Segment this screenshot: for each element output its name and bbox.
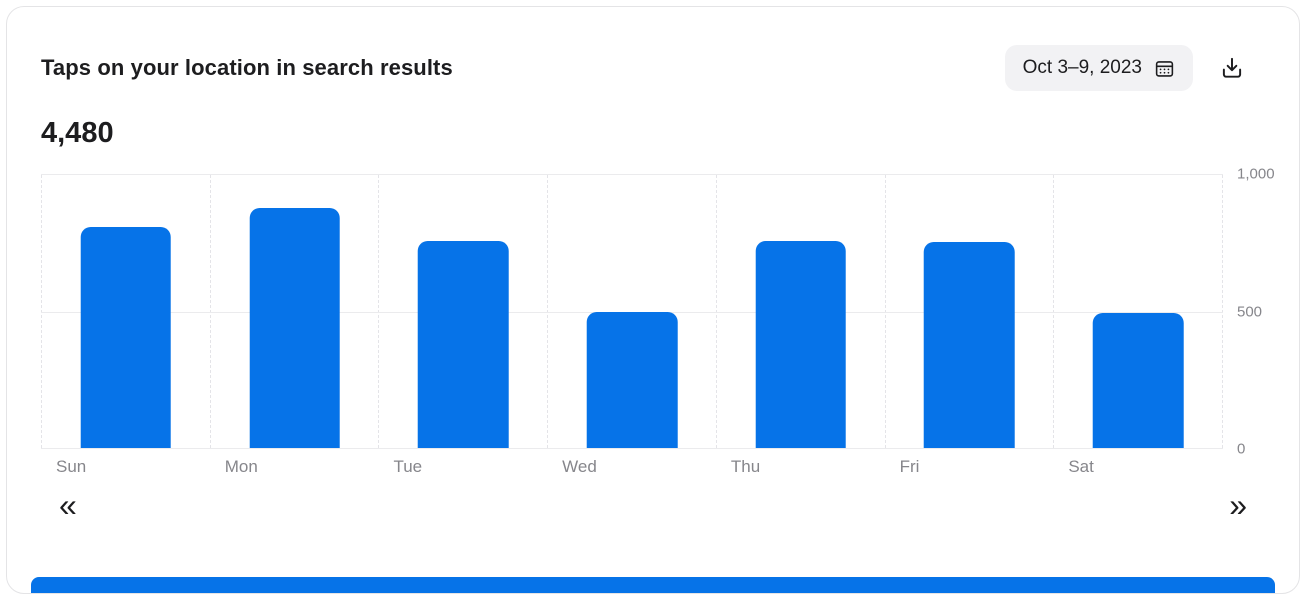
chart-column-thu: Thu <box>715 175 885 476</box>
date-range-picker[interactable]: Oct 3–9, 2023 <box>1004 45 1193 91</box>
chart-column-mon: Mon <box>209 175 379 476</box>
chart-column-wed: Wed <box>547 175 716 476</box>
insights-card: Taps on your location in search results … <box>6 6 1300 594</box>
chart-column-sat: Sat <box>1053 175 1224 476</box>
download-icon <box>1219 55 1245 81</box>
x-axis-label-thu: Thu <box>730 457 761 476</box>
x-axis-label-wed: Wed <box>562 457 597 476</box>
card-header: Taps on your location in search results … <box>7 7 1299 91</box>
chart-column-sun: Sun <box>41 175 210 476</box>
bar-mon[interactable] <box>249 207 340 448</box>
bar-wed[interactable] <box>586 311 678 448</box>
chart-container: Sun Mon Tue Wed Thu Fri Sat 0 500 1,000 <box>41 166 1283 476</box>
chart-column-tue: Tue <box>378 175 547 476</box>
y-axis-tick-label: 500 <box>1237 303 1263 320</box>
x-axis-label-fri: Fri <box>899 457 920 476</box>
x-axis-label-tue: Tue <box>393 457 423 476</box>
x-axis-label-sat: Sat <box>1068 457 1094 476</box>
bottom-blue-bar <box>31 577 1275 593</box>
bar-chart: Sun Mon Tue Wed Thu Fri Sat <box>41 174 1224 476</box>
next-week-button[interactable]: » <box>1225 489 1251 521</box>
week-pager: « » <box>7 489 1299 521</box>
chart-column-fri: Fri <box>884 175 1054 476</box>
bar-fri[interactable] <box>924 241 1015 448</box>
y-axis-tick-label: 1,000 <box>1237 165 1275 183</box>
page-title: Taps on your location in search results <box>41 55 453 80</box>
y-axis: 0 500 1,000 <box>1223 166 1283 458</box>
x-axis-label-sun: Sun <box>56 457 87 476</box>
bar-tue[interactable] <box>418 240 509 448</box>
calendar-icon <box>1154 58 1175 79</box>
bar-sun[interactable] <box>80 226 172 448</box>
bar-sat[interactable] <box>1092 312 1184 448</box>
header-actions: Oct 3–9, 2023 <box>1004 45 1249 91</box>
date-range-label: Oct 3–9, 2023 <box>1022 57 1142 78</box>
previous-week-button[interactable]: « <box>55 489 81 521</box>
y-axis-tick-label: 0 <box>1237 440 1246 458</box>
download-button[interactable] <box>1215 51 1249 85</box>
total-count: 4,480 <box>41 117 114 149</box>
x-axis-label-mon: Mon <box>224 457 258 476</box>
bar-thu[interactable] <box>755 240 847 448</box>
